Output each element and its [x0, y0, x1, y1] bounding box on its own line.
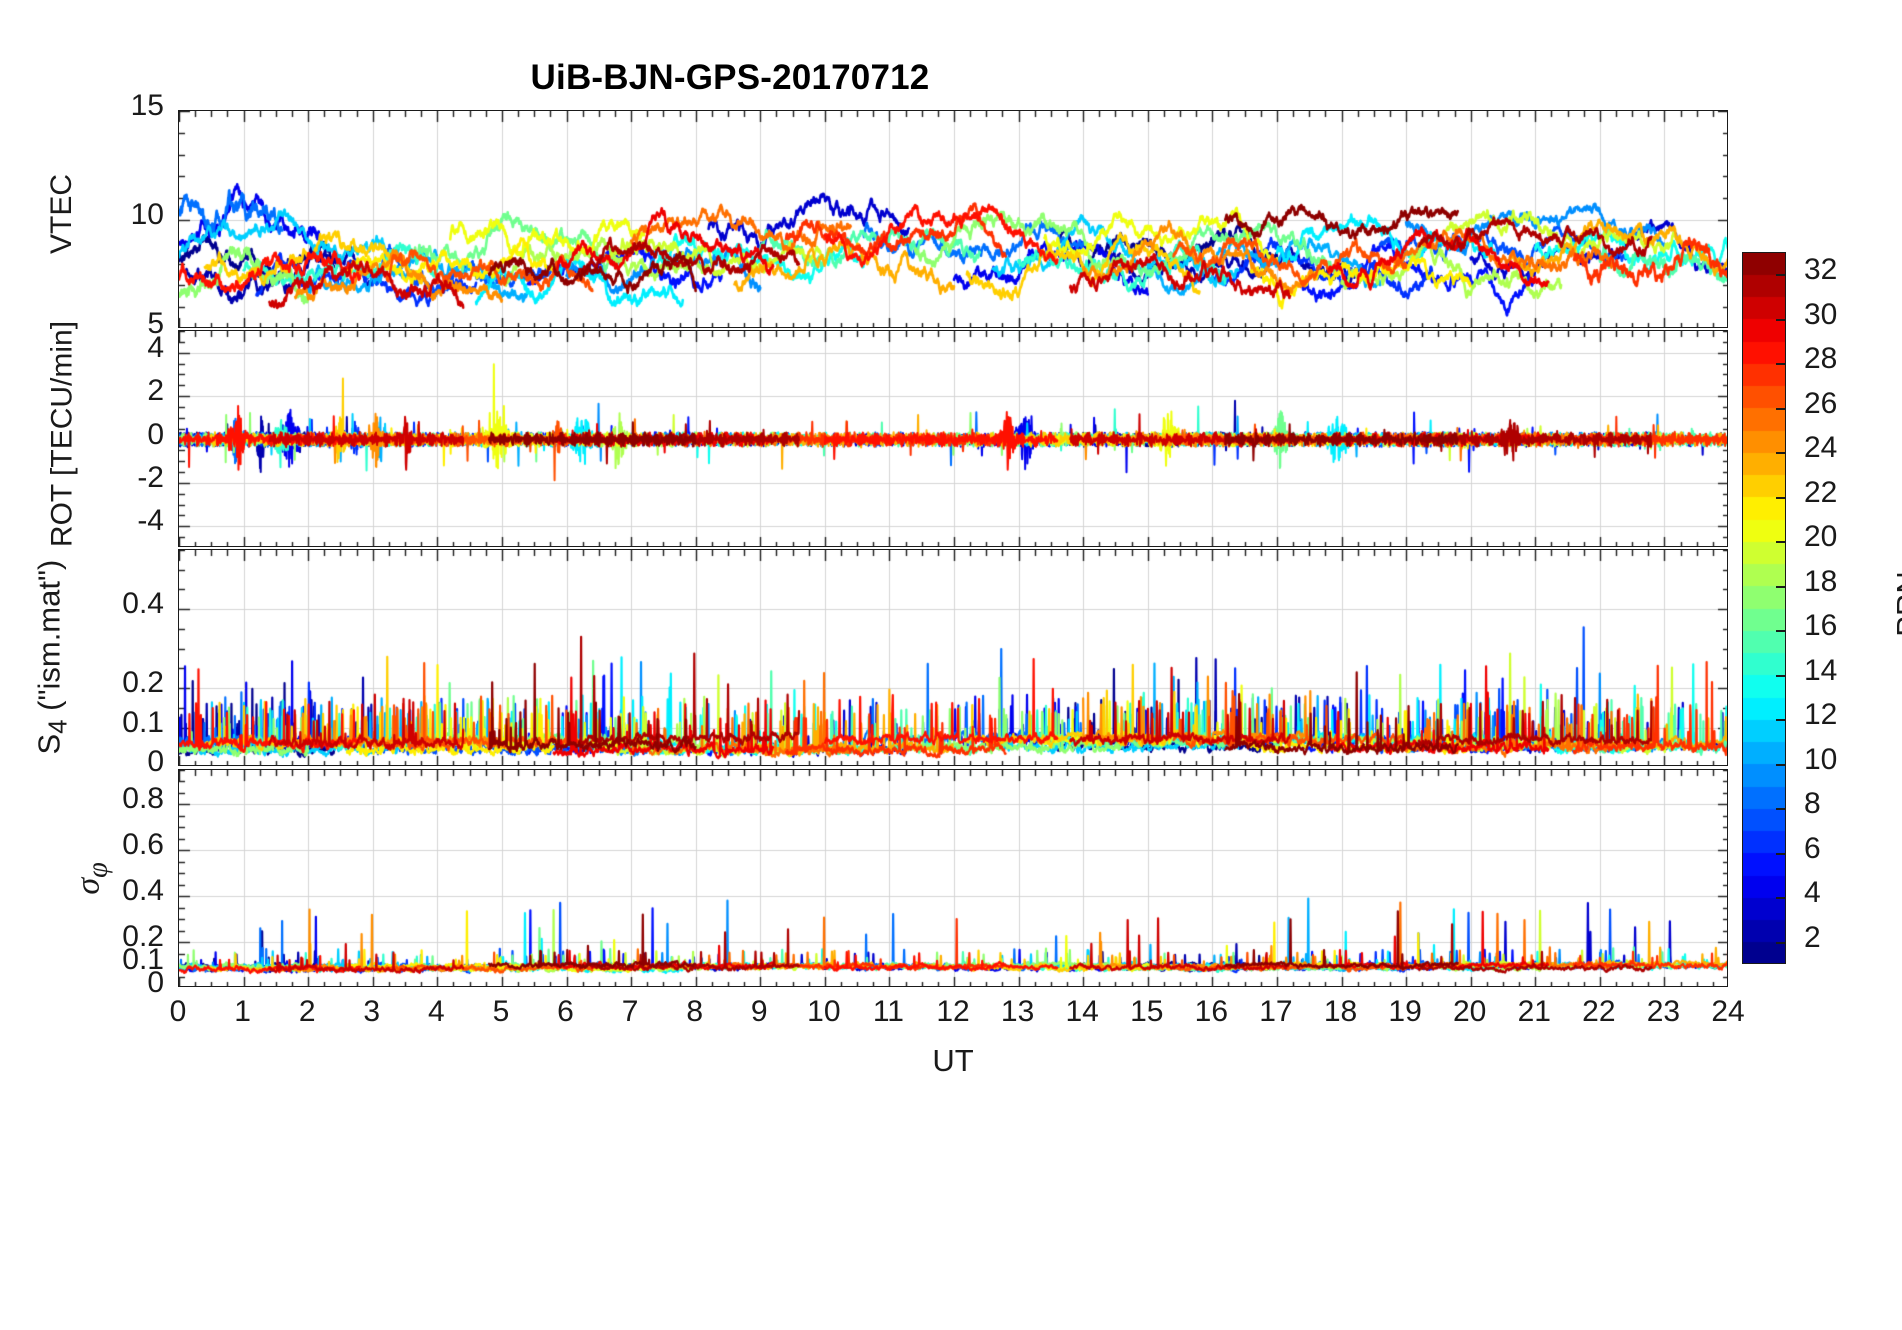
x-tick-label: 12	[936, 995, 970, 1028]
x-tick-label: 21	[1517, 995, 1551, 1028]
x-tick-label: 19	[1388, 995, 1422, 1028]
y-tick-label: 0.6	[122, 828, 164, 862]
x-tick-label: 11	[872, 995, 904, 1028]
x-tick-label: 14	[1065, 995, 1099, 1028]
x-tick-label: 10	[807, 995, 841, 1028]
colorbar-tick-label: 2	[1804, 920, 1821, 954]
figure-title: UiB-BJN-GPS-20170712	[530, 58, 930, 97]
colorbar-title-prn: PRN	[1890, 571, 1902, 637]
colorbar-tick-label: 10	[1804, 742, 1838, 776]
colorbar-tick-label: 32	[1804, 253, 1838, 287]
axis-label-sigma-phi: σφ	[69, 862, 114, 895]
colorbar-tick-mark	[1776, 897, 1786, 899]
prn-colorbar	[1742, 252, 1786, 964]
x-tick-label: 16	[1194, 995, 1229, 1028]
y-tick-label: 0	[147, 966, 164, 999]
y-tick-label: 0	[147, 745, 164, 778]
colorbar-tick-mark	[1776, 630, 1786, 632]
panel-sigma-phi	[178, 769, 1728, 987]
x-tick-label: 1	[234, 995, 251, 1028]
x-tick-label: 24	[1711, 995, 1745, 1028]
y-tick-label: 5	[147, 307, 164, 340]
colorbar-tick-mark	[1776, 319, 1786, 321]
x-tick-label: 7	[621, 995, 639, 1028]
y-tick-label: 0.4	[122, 874, 164, 908]
colorbar-tick-mark	[1776, 675, 1786, 677]
colorbar-tick-mark	[1776, 408, 1786, 410]
x-tick-label: 22	[1582, 995, 1616, 1028]
colorbar-tick-label: 6	[1804, 831, 1821, 865]
x-tick-label: 5	[492, 995, 510, 1028]
y-tick-label: 0	[147, 417, 164, 451]
y-tick-label: 0.1	[122, 943, 164, 977]
colorbar-tick-mark	[1776, 541, 1786, 543]
x-tick-label: 0	[169, 995, 187, 1028]
y-tick-label: 2	[147, 374, 164, 408]
panel-s4	[178, 549, 1728, 766]
colorbar-tick-label: 22	[1804, 475, 1838, 509]
axis-label-s4: S4 ("ism.mat")	[30, 559, 73, 755]
colorbar-tick-mark	[1776, 764, 1786, 766]
colorbar-tick-label: 28	[1804, 342, 1838, 376]
colorbar-tick-mark	[1776, 942, 1786, 944]
colorbar-tick-label: 16	[1804, 609, 1838, 643]
y-tick-label: 0.2	[122, 920, 164, 954]
colorbar-tick-label: 12	[1804, 698, 1838, 732]
x-tick-label: 6	[557, 995, 574, 1028]
y-tick-label: -4	[137, 504, 164, 538]
colorbar-tick-mark	[1776, 497, 1786, 499]
y-tick-label: 10	[130, 198, 164, 231]
y-tick-label: 4	[147, 330, 164, 364]
colorbar-tick-mark	[1776, 719, 1786, 721]
colorbar-tick-mark	[1776, 808, 1786, 810]
x-tick-label: 17	[1259, 995, 1293, 1028]
y-tick-label: 0.8	[122, 782, 164, 816]
colorbar-tick-mark	[1776, 363, 1786, 365]
y-tick-label: 0.4	[122, 587, 164, 621]
x-tick-label: 18	[1323, 995, 1358, 1028]
x-tick-label: 23	[1646, 995, 1681, 1028]
colorbar-tick-label: 14	[1804, 653, 1838, 687]
colorbar-tick-mark	[1776, 452, 1786, 454]
colorbar-tick-label: 24	[1804, 431, 1838, 465]
x-tick-label: 3	[363, 995, 381, 1028]
y-tick-label: 0.2	[122, 666, 164, 700]
y-tick-label: -2	[137, 460, 164, 494]
colorbar-tick-label: 26	[1804, 386, 1838, 420]
colorbar-tick-label: 20	[1804, 520, 1838, 554]
colorbar-tick-mark	[1776, 586, 1786, 588]
panel-vtec	[178, 110, 1728, 328]
colorbar-tick-mark	[1776, 853, 1786, 855]
colorbar-tick-label: 4	[1804, 876, 1821, 910]
colorbar-tick-label: 18	[1804, 564, 1838, 598]
colorbar-tick-label: 30	[1804, 297, 1838, 331]
x-tick-label: 20	[1452, 995, 1487, 1028]
panel-rot	[178, 330, 1728, 547]
x-tick-label: 2	[298, 995, 316, 1028]
x-tick-label: 13	[1000, 995, 1035, 1028]
colorbar-tick-label: 8	[1804, 787, 1821, 821]
colorbar-tick-mark	[1776, 274, 1786, 276]
y-tick-label: 15	[130, 89, 164, 122]
axis-label-ut: UT	[932, 1043, 974, 1078]
x-tick-label: 8	[686, 995, 703, 1028]
x-tick-label: 4	[427, 995, 445, 1028]
x-tick-label: 9	[750, 995, 768, 1028]
x-tick-label: 15	[1130, 995, 1164, 1028]
y-tick-label: 0.1	[122, 705, 164, 739]
